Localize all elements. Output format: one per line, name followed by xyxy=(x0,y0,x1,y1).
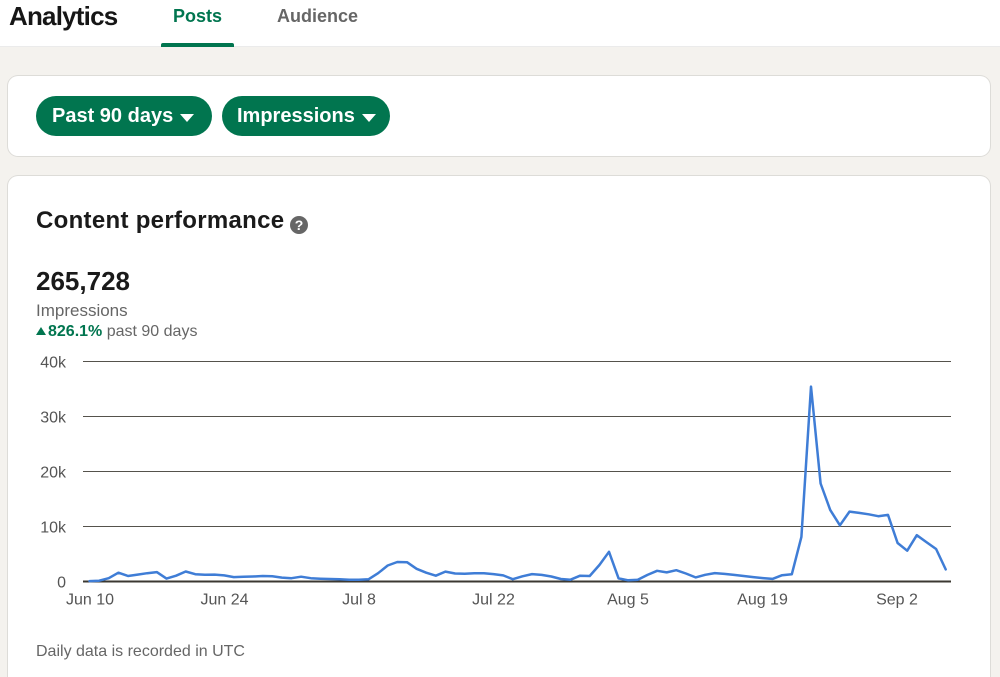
svg-text:20k: 20k xyxy=(40,465,67,482)
svg-text:40k: 40k xyxy=(40,355,67,372)
svg-text:Jul 22: Jul 22 xyxy=(472,592,515,609)
svg-text:0: 0 xyxy=(57,575,66,592)
svg-text:Jun 24: Jun 24 xyxy=(200,592,248,609)
svg-text:Jun 10: Jun 10 xyxy=(66,592,114,609)
svg-text:Aug 5: Aug 5 xyxy=(607,592,649,609)
svg-text:10k: 10k xyxy=(40,520,67,537)
svg-text:30k: 30k xyxy=(40,410,67,427)
svg-text:Sep 2: Sep 2 xyxy=(876,592,918,609)
svg-text:Aug 19: Aug 19 xyxy=(737,592,788,609)
svg-text:Jul 8: Jul 8 xyxy=(342,592,376,609)
